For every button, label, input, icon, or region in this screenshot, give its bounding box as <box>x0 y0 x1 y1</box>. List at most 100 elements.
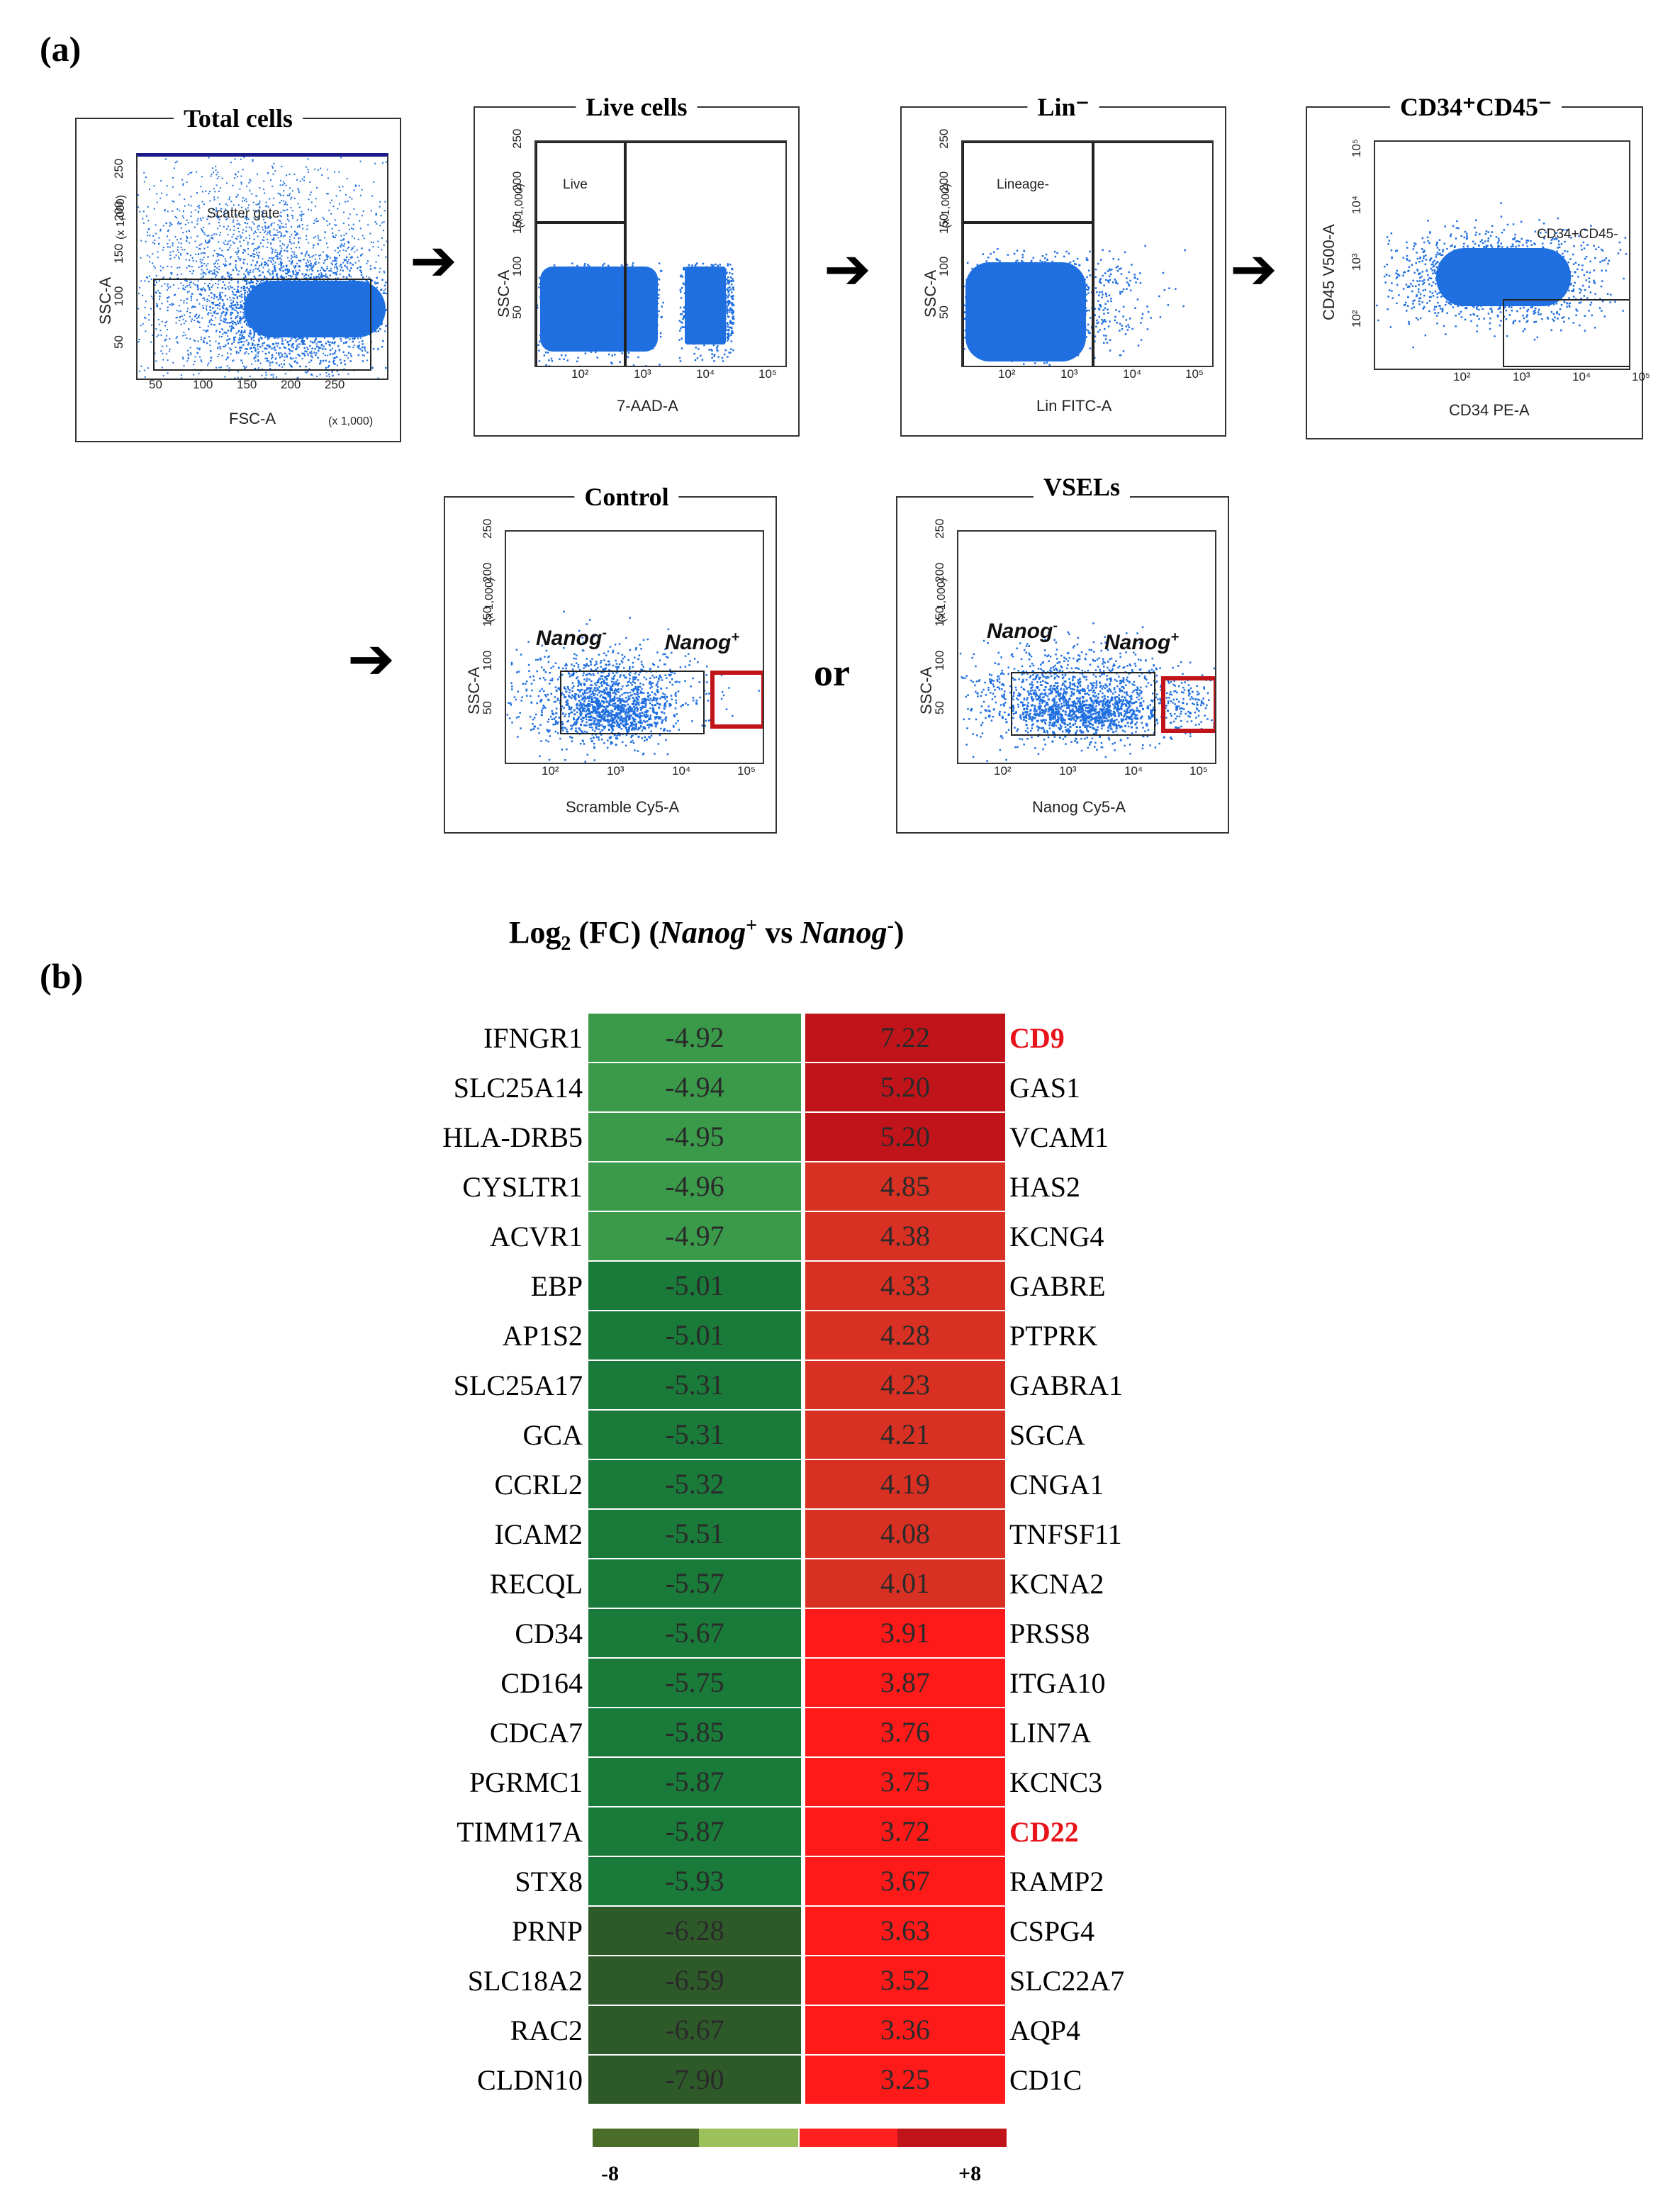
gene-name: GCA <box>522 1419 583 1451</box>
x-tick-label: 10⁴ <box>696 367 715 381</box>
xunit-total: (x 1,000) <box>328 415 374 427</box>
x-tick-label: 10³ <box>607 764 625 778</box>
plot-lin-neg: Lin⁻ Lineage- SSC-A (x 1,000) Lin FITC-A… <box>900 92 1226 437</box>
gate-rectangle <box>963 223 1093 366</box>
heatmap-cell-up: 4.23 <box>805 1361 1005 1409</box>
gate-label: CD34+CD45- <box>1537 227 1618 242</box>
x-tick-label: 10² <box>998 367 1016 381</box>
y-tick-label: 200 <box>510 171 524 191</box>
scatter-cloud <box>536 262 664 366</box>
y-tick-label: 250 <box>937 128 951 149</box>
heatmap-cell-down: -5.75 <box>588 1659 801 1707</box>
gene-name: RECQL <box>489 1568 583 1600</box>
gene-name: CCRL2 <box>494 1469 583 1501</box>
y-tick-label: 250 <box>112 158 125 179</box>
y-tick-label: 250 <box>933 518 946 539</box>
gene-label-down: SLC25A14 <box>0 1063 583 1113</box>
gene-label-down: AP1S2 <box>0 1311 583 1361</box>
y-tick-label: 150 <box>481 606 494 627</box>
heatmap-cell-down: -5.51 <box>588 1510 801 1558</box>
gene-label-up: LIN7A <box>1009 1708 1222 1758</box>
scatter-dots <box>959 622 1215 763</box>
gate-rectangle <box>963 142 1093 223</box>
gate-rectangle <box>536 223 625 366</box>
nanog-pos-label-vsels: Nanog+ <box>1104 629 1180 654</box>
gate-rectangle <box>1503 299 1629 367</box>
scatter-axes-vsels <box>957 530 1216 764</box>
gene-name: SLC25A14 <box>453 1072 583 1104</box>
x-tick-label: 200 <box>281 378 301 391</box>
gene-label-down: CYSLTR1 <box>0 1162 583 1212</box>
gene-label-up: CSPG4 <box>1009 1907 1222 1956</box>
scatter-axes-live: Live <box>534 140 787 367</box>
scatter-dots <box>1376 202 1628 349</box>
gene-label-down: SLC18A2 <box>0 1956 583 2006</box>
y-tick-label: 200 <box>933 562 946 583</box>
heatmap-cell-up: 3.76 <box>805 1708 1005 1756</box>
y-tick-label: 150 <box>933 606 946 627</box>
gene-label-up: KCNG4 <box>1009 1212 1222 1262</box>
y-tick-label: 150 <box>112 243 125 264</box>
scatter-axes-lin: Lineage- <box>961 140 1214 367</box>
heatmap-cell-down: -4.94 <box>588 1063 801 1111</box>
gene-name: SGCA <box>1009 1419 1085 1451</box>
y-tick-label: 100 <box>112 286 125 306</box>
gene-name: EBP <box>530 1270 583 1302</box>
gene-label-up: VCAM1 <box>1009 1113 1222 1162</box>
scatter-dense-core <box>244 281 386 337</box>
gene-label-up: GAS1 <box>1009 1063 1222 1113</box>
gene-name: SLC18A2 <box>467 1965 583 1997</box>
x-tick-label: 10³ <box>1059 764 1077 778</box>
or-text: or <box>814 651 850 694</box>
nanog-neg-label-vsels: Nanog- <box>987 618 1058 643</box>
gene-label-up: SLC22A7 <box>1009 1956 1222 2006</box>
heatmap-cell-down: -5.32 <box>588 1460 801 1508</box>
heatmap-cell-down: -5.01 <box>588 1311 801 1360</box>
gate-rectangle <box>625 142 785 366</box>
x-tick-label: 10⁵ <box>1189 764 1208 778</box>
colorbar-segment <box>897 2129 1007 2147</box>
x-tick-label: 10² <box>542 764 559 778</box>
gene-label-down: ICAM2 <box>0 1510 583 1559</box>
x-tick-label: 10⁴ <box>1572 370 1591 383</box>
xlabel-live: 7-AAD-A <box>617 397 678 415</box>
heatmap-cell-up: 4.33 <box>805 1262 1005 1310</box>
gene-name: SLC25A17 <box>453 1369 583 1401</box>
y-tick-label: 100 <box>481 650 494 671</box>
gene-name: CYSLTR1 <box>462 1171 583 1203</box>
gene-name: GABRA1 <box>1009 1369 1124 1401</box>
heatmap-cell-up: 3.75 <box>805 1758 1005 1806</box>
gene-name: GAS1 <box>1009 1072 1081 1104</box>
gate-label: Scatter gate <box>207 206 280 221</box>
scatter-axes-total: Scatter gate <box>136 153 388 380</box>
gene-label-up: KCNA2 <box>1009 1559 1222 1609</box>
heatmap-cell-up: 4.85 <box>805 1162 1005 1211</box>
heatmap-cell-down: -5.85 <box>588 1708 801 1756</box>
heatmap-cell-down: -5.31 <box>588 1361 801 1409</box>
gene-label-down: PGRMC1 <box>0 1758 583 1807</box>
heatmap-cell-down: -5.87 <box>588 1758 801 1806</box>
heatmap-cell-down: -5.67 <box>588 1609 801 1657</box>
y-tick-label: 10⁴ <box>1350 195 1363 214</box>
arrow-icon: ➔ <box>410 228 458 293</box>
x-tick-label: 50 <box>149 378 162 391</box>
y-tick-label: 10² <box>1350 310 1363 327</box>
gene-name: KCNG4 <box>1009 1221 1104 1252</box>
gene-name: LIN7A <box>1009 1717 1092 1749</box>
scatter-cloud <box>533 687 698 746</box>
gene-name: CD34 <box>515 1618 583 1649</box>
heatmap-cell-up: 4.38 <box>805 1212 1005 1260</box>
gene-name: AQP4 <box>1009 2014 1081 2046</box>
scatter-dots <box>536 262 735 366</box>
heatmap-cell-down: -5.01 <box>588 1262 801 1310</box>
gene-label-up: AQP4 <box>1009 2006 1222 2056</box>
gene-name: STX8 <box>515 1866 583 1898</box>
gene-label-down: CCRL2 <box>0 1460 583 1510</box>
xlabel-vsels: Nanog Cy5-A <box>1032 798 1126 816</box>
gene-label-up: CD22 <box>1009 1807 1222 1857</box>
arrow-icon: ➔ <box>824 236 872 302</box>
gene-label-down: IFNGR1 <box>0 1014 583 1063</box>
x-tick-label: 150 <box>237 378 257 391</box>
gene-label-down: EBP <box>0 1262 583 1311</box>
gene-name: CD164 <box>500 1667 583 1699</box>
